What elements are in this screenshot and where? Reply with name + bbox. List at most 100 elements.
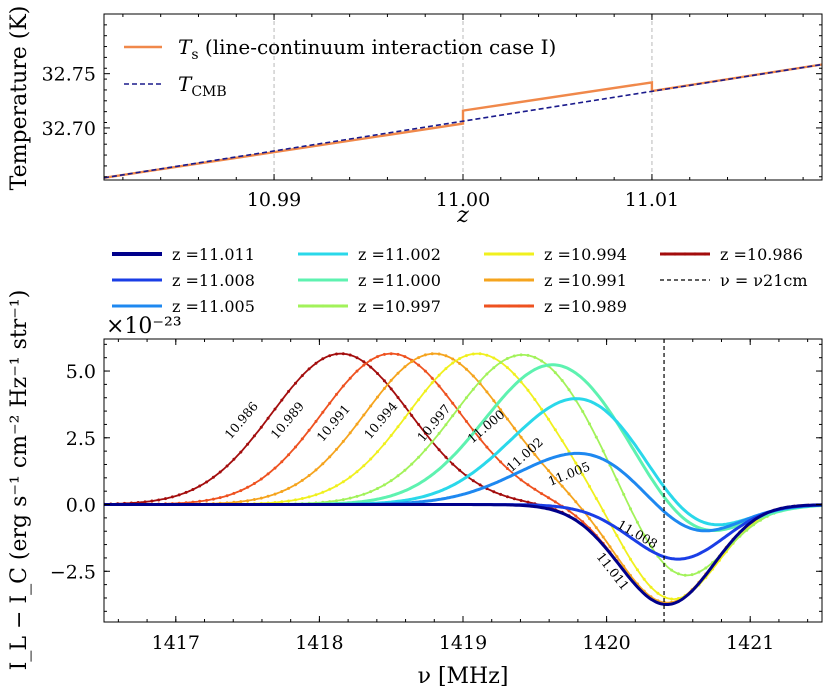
spectrum-marker xyxy=(403,468,407,472)
spectrum-marker xyxy=(362,360,366,364)
legend-label-7: z =10.991 xyxy=(544,271,627,290)
spectrum-marker xyxy=(423,448,427,452)
spectrum-marker xyxy=(533,453,537,456)
bottom-ytick-label-2: 2.5 xyxy=(66,428,96,450)
spectrum-marker xyxy=(218,496,222,500)
spectrum-marker xyxy=(547,496,550,500)
top-xtick-label-0: 10.99 xyxy=(247,189,301,211)
spectrum-marker xyxy=(348,353,352,357)
bottom-xtick-label-4: 1421 xyxy=(726,632,774,654)
spectrum-marker xyxy=(444,354,448,358)
top-ylabel: Temperature (K) xyxy=(7,6,32,191)
legend-label-5: z =10.997 xyxy=(358,297,441,316)
spectra-legend: z =11.011 z =11.008 z =11.005 z =11.002 z =1… xyxy=(112,245,808,316)
spectrum-marker xyxy=(396,352,400,356)
spectrum-marker xyxy=(403,355,407,359)
legend-marker xyxy=(703,252,707,256)
spectrum-marker xyxy=(437,384,441,388)
spectrum-marker xyxy=(362,413,366,417)
spectrum-line-2 xyxy=(104,451,822,533)
spectrum-marker xyxy=(622,564,626,568)
spectrum-marker xyxy=(389,352,393,356)
spectrum-marker xyxy=(369,358,373,362)
spectrum-marker xyxy=(485,390,489,394)
ts-line xyxy=(103,63,823,179)
spectrum-marker xyxy=(430,376,434,380)
spectrum-marker xyxy=(608,545,612,549)
spectrum-marker xyxy=(567,509,571,513)
legend-label-2: z =11.005 xyxy=(172,297,255,316)
spectrum-marker xyxy=(526,388,530,392)
spectrum-marker xyxy=(273,466,277,470)
spectrum-marker xyxy=(526,483,530,487)
legend-marker xyxy=(507,252,511,256)
bottom-ytick-label-1: 0.0 xyxy=(66,495,96,517)
legend-marker xyxy=(673,252,677,256)
spectrum-marker xyxy=(649,585,653,589)
spectrum-marker xyxy=(574,500,578,504)
spectrum-marker xyxy=(444,423,448,427)
spectrum-marker xyxy=(663,595,667,599)
spectrum-marker xyxy=(321,410,325,414)
legend-marker xyxy=(331,304,335,308)
spectrum-marker xyxy=(328,455,332,459)
spectrum-line-0 xyxy=(104,503,822,606)
spectrum-marker xyxy=(369,365,373,369)
spectrum-marker xyxy=(697,570,701,574)
inline-label-8: 10.989 xyxy=(267,399,307,442)
spectrum-marker xyxy=(184,490,188,494)
spectrum-marker xyxy=(588,517,591,521)
legend-marker xyxy=(693,252,697,256)
spectrum-marker xyxy=(389,434,393,437)
bottom-xtick-label-0: 1417 xyxy=(152,632,200,654)
legend-label-0: z =11.011 xyxy=(172,245,255,264)
top-ticks: 10.99 11.00 11.01 32.70 32.75 xyxy=(42,14,822,211)
spectrum-marker xyxy=(321,490,325,494)
spectrum-marker xyxy=(417,423,421,426)
spectrum-marker xyxy=(348,376,352,380)
spectrum-marker xyxy=(540,492,544,496)
legend-marker xyxy=(683,252,687,256)
spectrum-marker xyxy=(300,478,304,482)
spectrum-marker xyxy=(369,404,373,408)
spectrum-marker xyxy=(355,422,359,426)
spectrum-marker xyxy=(505,495,509,499)
spectrum-marker xyxy=(533,487,537,491)
legend-marker xyxy=(517,252,521,256)
spectrum-marker xyxy=(752,523,756,527)
legend-marker xyxy=(517,304,521,308)
spectrum-marker xyxy=(670,597,674,601)
spectrum-marker xyxy=(581,473,585,477)
spectrum-marker xyxy=(280,398,284,402)
spectrum-marker xyxy=(745,528,749,532)
spectrum-marker xyxy=(335,484,338,488)
spectrum-marker xyxy=(526,444,530,448)
top-ytick-label-1: 32.75 xyxy=(42,64,96,86)
spectrum-marker xyxy=(704,566,708,570)
top-xtick-label-2: 11.01 xyxy=(625,189,679,211)
spectrum-marker xyxy=(348,475,352,479)
spectrum-marker xyxy=(430,440,434,444)
spectrum-marker xyxy=(601,509,605,513)
spectrum-marker xyxy=(519,435,523,439)
spectrum-marker xyxy=(533,355,537,359)
spectrum-marker xyxy=(499,492,503,496)
spectrum-marker xyxy=(540,359,544,363)
spectrum-marker xyxy=(307,495,311,499)
spectrum-marker xyxy=(287,389,291,393)
top-ytick-label-0: 32.70 xyxy=(42,118,96,140)
spectrum-marker xyxy=(335,392,338,396)
spectrum-marker xyxy=(396,474,400,478)
spectrum-marker xyxy=(177,493,181,497)
spectrum-marker xyxy=(458,357,462,361)
spectrum-marker xyxy=(629,507,632,511)
spectrum-marker xyxy=(335,447,338,451)
spectrum-marker xyxy=(382,442,386,446)
spectrum-marker xyxy=(362,464,366,468)
legend-marker xyxy=(507,304,511,308)
legend-marker xyxy=(487,304,491,308)
spectrum-marker xyxy=(444,455,448,459)
spectrum-marker xyxy=(307,474,311,477)
spectrum-marker xyxy=(410,462,414,466)
spectrum-marker xyxy=(594,526,598,530)
